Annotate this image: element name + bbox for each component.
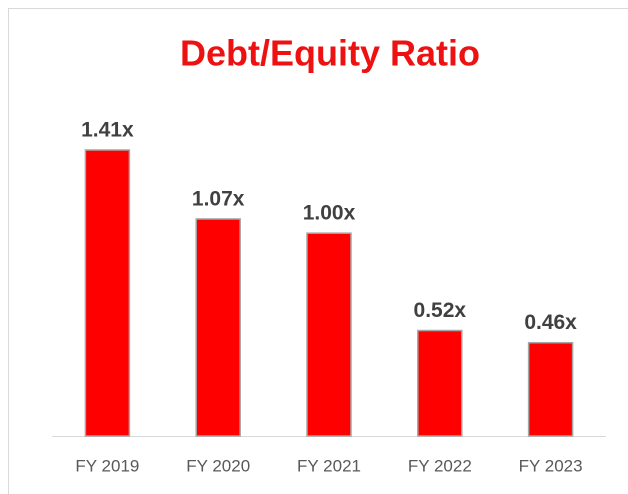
x-tick-label: FY 2022 xyxy=(408,456,472,475)
data-label: 0.46x xyxy=(524,311,577,334)
bar xyxy=(84,149,131,437)
x-tick-label: FY 2020 xyxy=(186,456,250,475)
x-tick-label: FY 2023 xyxy=(519,456,583,475)
bar xyxy=(195,218,241,437)
data-label: 1.41x xyxy=(81,119,134,142)
x-tick-label: FY 2019 xyxy=(75,456,139,475)
chart-title: Debt/Equity Ratio xyxy=(180,33,480,74)
data-label: 1.00x xyxy=(303,202,356,225)
bar xyxy=(417,329,463,437)
bar xyxy=(527,341,574,437)
data-label: 1.07x xyxy=(192,188,245,211)
data-label: 0.52x xyxy=(414,299,467,322)
x-tick-label: FY 2021 xyxy=(297,456,361,475)
bar xyxy=(306,232,352,437)
